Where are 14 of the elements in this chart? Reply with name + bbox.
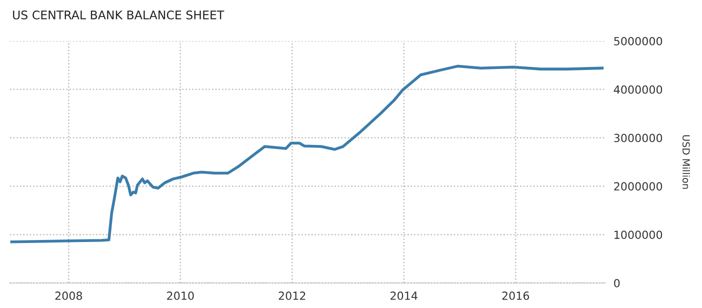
chart-title: US CENTRAL BANK BALANCE SHEET [13,10,224,20]
y-tick-label: 1000000 [614,230,662,239]
x-tick-label: 2012 [278,292,306,300]
y-axis-title: USD Million [682,135,690,189]
y-tick-label: 5000000 [614,36,662,46]
x-tick-label: 2008 [55,292,82,300]
x-tick-label: 2010 [167,292,194,300]
line-series [10,64,604,244]
y-tick-label: 4000000 [614,85,662,94]
x-tick-label: 2014 [390,292,418,300]
y-tick-label: 2000000 [614,182,662,191]
y-tick-label: 0 [614,278,620,288]
y-tick-label: 3000000 [614,134,662,142]
x-tick-label: 2016 [502,292,530,300]
